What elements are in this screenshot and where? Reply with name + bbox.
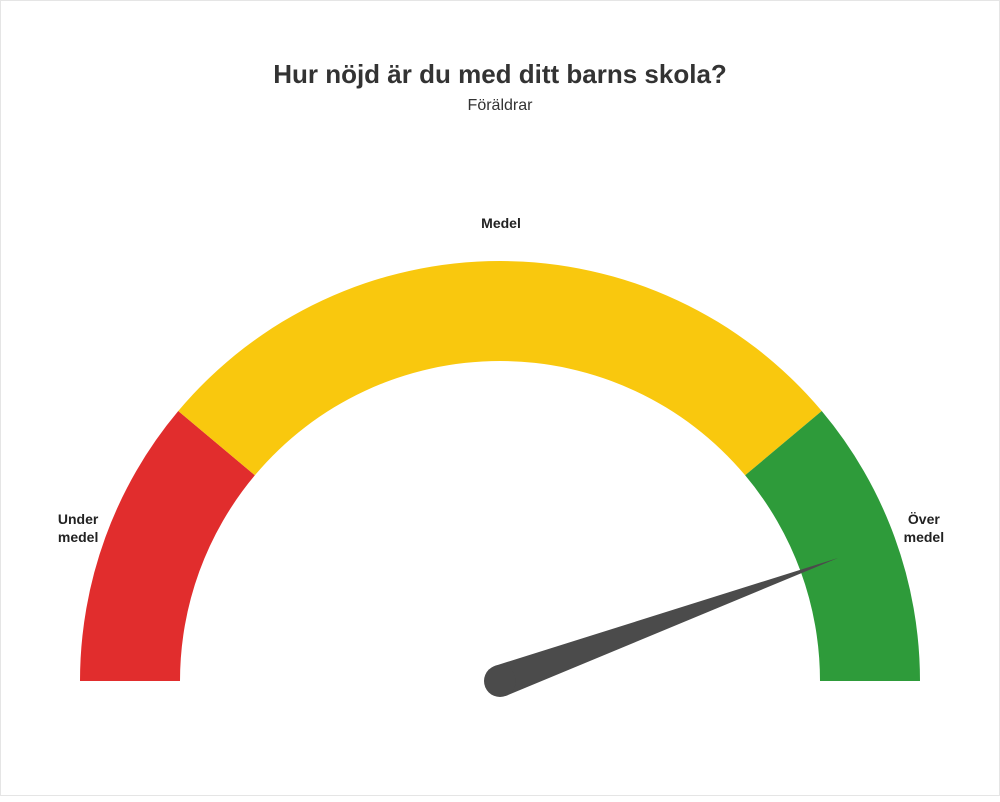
segment-label-under-medel: Under medel <box>38 511 118 546</box>
segment-label-medel: Medel <box>461 215 541 233</box>
chart-frame: Hur nöjd är du med ditt barns skola? För… <box>0 0 1000 796</box>
gauge-chart <box>0 1 1000 797</box>
gauge-needle <box>495 558 839 696</box>
gauge-needle-hub <box>484 665 516 697</box>
gauge-segment <box>178 261 821 475</box>
segment-label-over-medel: Över medel <box>884 511 964 546</box>
gauge-svg <box>0 1 1000 797</box>
